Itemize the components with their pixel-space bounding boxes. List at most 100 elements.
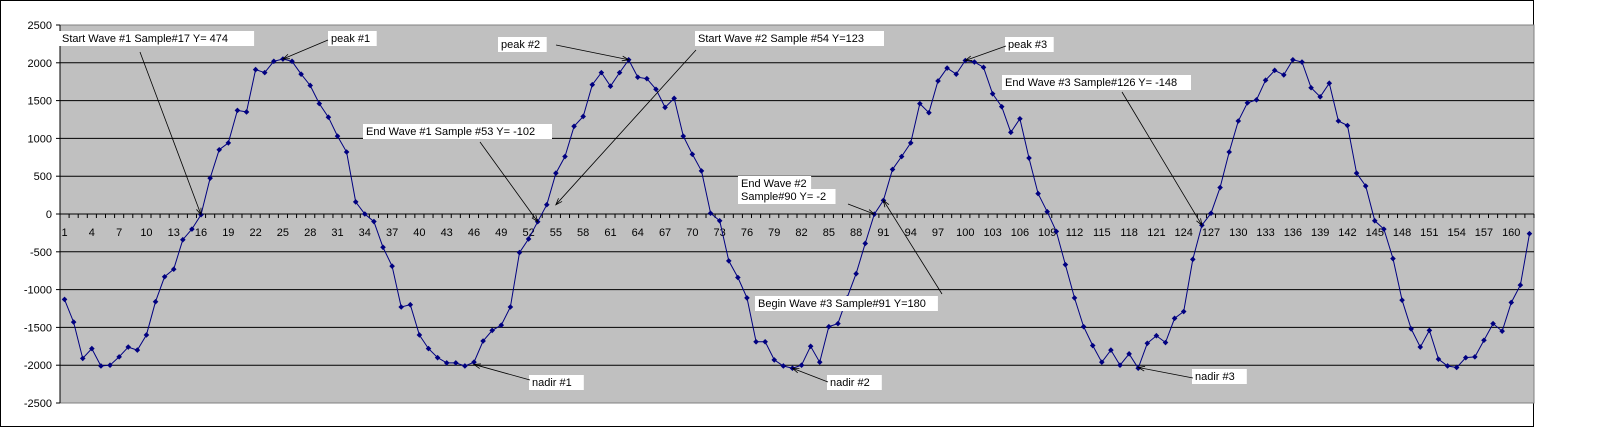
data-point	[116, 354, 122, 360]
annotation-arrow	[139, 51, 202, 215]
data-point	[762, 338, 768, 345]
data-point	[107, 362, 113, 368]
data-point	[398, 304, 405, 310]
data-point	[434, 354, 441, 361]
annotation-box	[738, 189, 836, 204]
data-point	[1462, 354, 1469, 361]
data-point	[725, 258, 732, 264]
x-tick-label: 70	[686, 227, 698, 239]
annotation-arrowhead	[1196, 218, 1203, 227]
data-point	[935, 78, 941, 84]
x-tick-label: 133	[1256, 227, 1274, 239]
annotation-box	[755, 296, 938, 311]
annotation-arrow	[1121, 91, 1203, 226]
annotation-box	[529, 375, 584, 390]
data-point	[1417, 344, 1424, 350]
y-tick-label: 2000	[28, 58, 52, 70]
annotation-arrow	[282, 39, 329, 60]
data-point	[516, 249, 523, 256]
data-point	[316, 100, 323, 107]
x-tick-label: 61	[604, 227, 616, 239]
data-point	[525, 236, 532, 242]
data-point	[1253, 97, 1260, 103]
data-point	[862, 240, 869, 247]
data-point	[598, 69, 605, 76]
x-tick-label: 22	[249, 227, 261, 239]
data-point	[70, 319, 77, 325]
annotation-arrow	[479, 141, 539, 222]
annotation-arrow	[1138, 367, 1194, 379]
x-tick-label: 100	[956, 227, 974, 239]
data-point	[716, 218, 723, 224]
annotation-box	[738, 176, 812, 191]
data-point	[334, 133, 341, 139]
data-point	[1217, 184, 1223, 191]
x-tick-label: 16	[195, 227, 207, 239]
data-point	[662, 104, 668, 111]
data-point	[589, 81, 596, 88]
annotation-arrow	[792, 367, 829, 383]
data-point	[1317, 94, 1323, 100]
x-tick-label: 13	[168, 227, 180, 239]
data-point	[380, 244, 386, 251]
data-point	[780, 363, 787, 369]
data-point	[907, 140, 914, 146]
data-point	[352, 199, 359, 205]
annotation-box	[498, 37, 547, 52]
annotation-arrowhead	[555, 198, 563, 206]
gridlines	[60, 62, 1534, 366]
x-tick-label: 127	[1202, 227, 1220, 239]
data-point	[1144, 340, 1151, 347]
data-point	[553, 170, 559, 176]
annotation-arrow	[965, 45, 1007, 61]
data-point	[416, 332, 423, 338]
data-point	[1381, 226, 1387, 232]
annotation-label: Start Wave #1 Sample#17 Y= 474	[62, 33, 228, 45]
data-point	[835, 320, 841, 327]
y-tick-label: -500	[30, 247, 52, 259]
data-point	[562, 153, 568, 160]
data-point	[1517, 282, 1524, 288]
x-tick-label: 64	[632, 227, 644, 239]
data-point	[853, 270, 859, 277]
data-point	[1053, 228, 1060, 235]
data-point	[89, 345, 95, 352]
data-point	[216, 146, 223, 153]
y-tick-label: -1500	[24, 322, 52, 334]
data-point	[953, 71, 960, 77]
data-point	[1526, 230, 1533, 237]
x-axis: 1 4 7 10 13 16 19 22 25 28 31 34 37 40 43 46 49 52 55 58 61 6…	[59, 213, 1535, 239]
data-point	[134, 347, 141, 353]
x-tick-label: 85	[823, 227, 835, 239]
data-point	[462, 363, 468, 369]
data-point	[480, 338, 486, 344]
data-point	[1026, 155, 1032, 161]
x-tick-label: 40	[413, 227, 425, 239]
data-point	[971, 59, 978, 65]
data-point	[543, 201, 550, 208]
data-point	[1472, 354, 1478, 360]
data-point	[1099, 359, 1105, 365]
x-tick-label: 109	[1038, 227, 1056, 239]
x-tick-label: 43	[441, 227, 453, 239]
x-tick-label: 79	[768, 227, 780, 239]
annotation-label: End Wave #1 Sample #53 Y= -102	[366, 126, 535, 138]
data-point	[653, 86, 659, 93]
data-point	[1371, 218, 1378, 224]
y-tick-label: -2500	[24, 398, 52, 410]
data-point	[125, 344, 132, 350]
data-point	[1262, 77, 1269, 83]
x-tick-label: 10	[140, 227, 152, 239]
x-tick-label: 52	[522, 227, 534, 239]
annotation-label: nadir #1	[532, 377, 572, 389]
y-tick-label: 2500	[28, 20, 52, 32]
annotation-label: End Wave #3 Sample#126 Y= -148	[1005, 77, 1177, 89]
x-tick-label: 73	[714, 227, 726, 239]
annotation-box	[328, 31, 377, 46]
data-point	[1017, 115, 1023, 122]
data-point	[1071, 295, 1078, 301]
annotation-label: Sample#90 Y= -2	[741, 191, 826, 203]
x-tick-label: 37	[386, 227, 398, 239]
data-point	[443, 360, 450, 366]
data-point	[1326, 80, 1333, 87]
